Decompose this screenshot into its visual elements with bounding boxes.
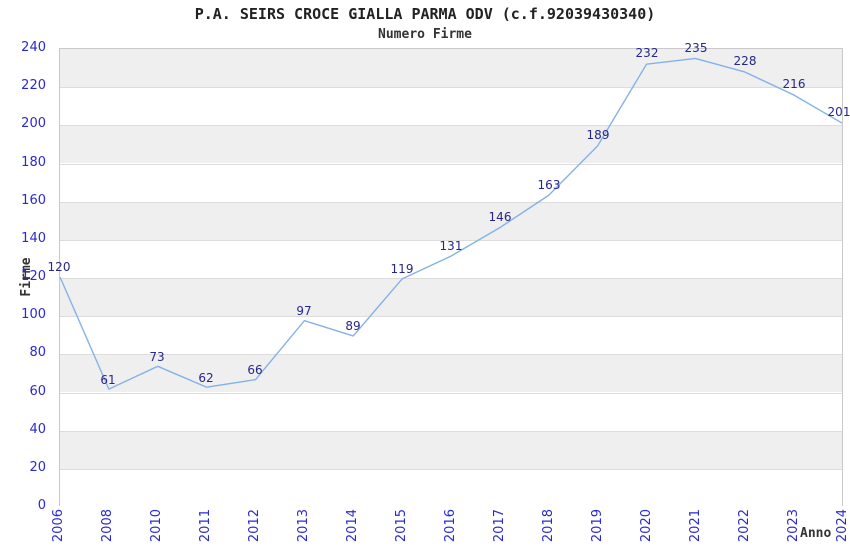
point-label: 120 bbox=[47, 260, 71, 274]
x-tick-label: 2024 bbox=[835, 509, 850, 543]
point-label: 232 bbox=[635, 46, 659, 61]
plot-band bbox=[60, 125, 842, 164]
plot-band bbox=[60, 239, 842, 278]
gridline bbox=[60, 278, 842, 279]
chart-subtitle: Numero Firme bbox=[378, 27, 472, 42]
point-label: 216 bbox=[782, 76, 806, 91]
series-svg bbox=[59, 57, 843, 390]
gridline bbox=[60, 163, 842, 165]
gridline bbox=[60, 239, 842, 241]
plot-area bbox=[59, 48, 843, 507]
x-axis-label: Anno bbox=[800, 526, 832, 541]
plot-band bbox=[60, 430, 842, 469]
y-tick-label: 80 bbox=[29, 345, 46, 361]
x-tick-label: 2023 bbox=[786, 509, 801, 543]
y-tick-label: 40 bbox=[29, 421, 46, 437]
gridline bbox=[60, 125, 842, 127]
y-tick-label: 140 bbox=[21, 230, 46, 246]
gridline bbox=[60, 87, 842, 89]
gridline bbox=[60, 201, 842, 203]
point-label: 146 bbox=[488, 210, 512, 225]
point-label: 62 bbox=[198, 370, 214, 385]
gridline bbox=[60, 392, 842, 394]
y-tick-label: 100 bbox=[21, 307, 46, 323]
chart-title: P.A. SEIRS CROCE GIALLA PARMA ODV (c.f.9… bbox=[194, 5, 656, 23]
plot-band bbox=[60, 316, 842, 355]
y-tick-label: 200 bbox=[21, 116, 46, 132]
y-tick-label: 180 bbox=[21, 154, 46, 170]
plot-band bbox=[60, 468, 842, 507]
point-label: 235 bbox=[684, 40, 708, 55]
point-label: 131 bbox=[439, 239, 463, 253]
point-label: 89 bbox=[345, 319, 361, 334]
plot-band bbox=[60, 163, 842, 202]
x-tick-label: 2022 bbox=[737, 509, 752, 543]
point-label: 97 bbox=[296, 303, 312, 318]
point-label: 61 bbox=[100, 372, 116, 387]
y-tick-label: 220 bbox=[21, 78, 46, 94]
gridline bbox=[60, 316, 842, 318]
gridline bbox=[60, 354, 842, 356]
point-label: 228 bbox=[733, 53, 757, 68]
plot-band bbox=[60, 87, 842, 126]
plot-band bbox=[60, 278, 842, 317]
y-tick-label: 120 bbox=[21, 269, 46, 284]
plot-band bbox=[60, 201, 842, 240]
x-tick-label: 2006 bbox=[51, 509, 66, 543]
series-line bbox=[59, 57, 843, 390]
y-tick-label: 240 bbox=[21, 40, 46, 55]
y-tick-label: 0 bbox=[37, 498, 46, 513]
x-tick-label: 2012 bbox=[247, 509, 262, 543]
plot-band bbox=[60, 49, 842, 88]
point-label: 189 bbox=[586, 128, 610, 143]
point-label: 163 bbox=[537, 177, 561, 192]
point-label: 66 bbox=[247, 363, 263, 378]
x-tick-label: 2016 bbox=[443, 509, 458, 543]
x-tick-label: 2010 bbox=[149, 509, 164, 543]
x-tick-label: 2014 bbox=[345, 509, 360, 543]
x-tick-label: 2011 bbox=[198, 509, 213, 543]
x-tick-label: 2021 bbox=[688, 509, 703, 543]
x-tick-label: 2018 bbox=[541, 509, 556, 543]
x-tick-label: 2013 bbox=[296, 509, 311, 543]
plot-band bbox=[60, 392, 842, 431]
point-label: 73 bbox=[149, 349, 165, 364]
y-tick-label: 20 bbox=[29, 459, 46, 475]
x-tick-label: 2020 bbox=[639, 509, 654, 543]
gridline bbox=[60, 430, 842, 432]
x-tick-label: 2015 bbox=[394, 509, 409, 543]
x-tick-label: 2008 bbox=[100, 509, 115, 543]
x-tick-label: 2017 bbox=[492, 509, 507, 543]
plot-band bbox=[60, 354, 842, 393]
point-label: 119 bbox=[390, 261, 414, 276]
x-tick-label: 2019 bbox=[590, 509, 605, 543]
y-tick-label: 60 bbox=[29, 383, 46, 399]
y-tick-label: 160 bbox=[21, 192, 46, 208]
gridline bbox=[60, 468, 842, 470]
point-label: 201 bbox=[827, 105, 850, 120]
